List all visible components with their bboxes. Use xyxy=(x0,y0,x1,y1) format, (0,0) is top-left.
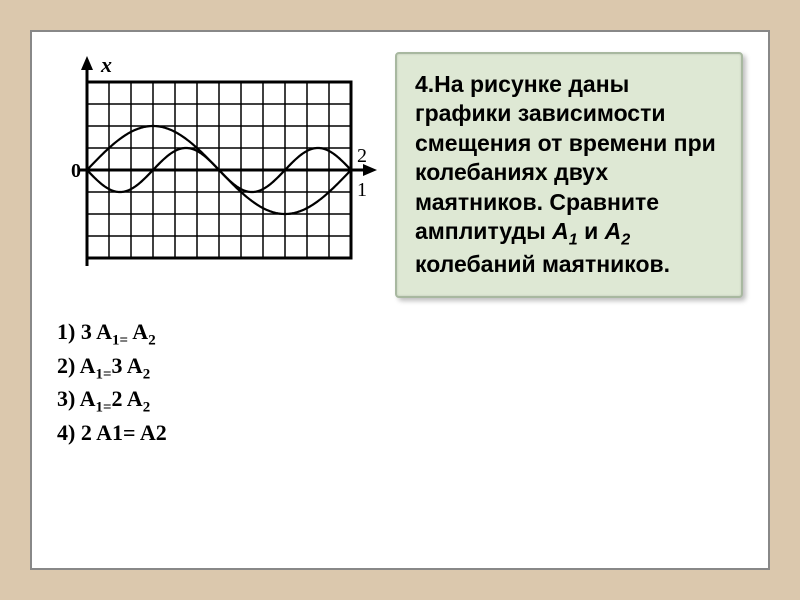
answer-4-num: 4) xyxy=(57,420,81,445)
answer-1-text: 3 A1= A2 xyxy=(81,319,156,344)
answer-2-text: A1=3 A2 xyxy=(80,353,151,378)
content-area: x 0 1 2 1) 3 A1= A2 2) A1=3 A2 3) A1=2 A2 4… xyxy=(57,52,743,447)
answer-3-text: A1=2 A2 xyxy=(80,386,151,411)
answer-3-num: 3) xyxy=(57,386,80,411)
svg-text:1: 1 xyxy=(357,179,367,201)
slide-page: x 0 1 2 1) 3 A1= A2 2) A1=3 A2 3) A1=2 A2 4… xyxy=(30,30,770,570)
left-column: x 0 1 2 1) 3 A1= A2 2) A1=3 A2 3) A1=2 A2 4… xyxy=(57,52,377,447)
answer-1: 1) 3 A1= A2 xyxy=(57,317,377,351)
answer-options: 1) 3 A1= A2 2) A1=3 A2 3) A1=2 A2 4) 2 A… xyxy=(57,317,377,447)
svg-text:x: x xyxy=(100,52,112,77)
svg-text:0: 0 xyxy=(71,160,81,182)
answer-4-text: 2 A1= A2 xyxy=(81,420,167,445)
answer-2: 2) A1=3 A2 xyxy=(57,351,377,385)
oscillation-chart: x 0 1 2 xyxy=(57,52,377,272)
answer-2-num: 2) xyxy=(57,353,80,378)
answer-4: 4) 2 A1= A2 xyxy=(57,418,377,448)
answer-1-num: 1) xyxy=(57,319,81,344)
svg-text:2: 2 xyxy=(357,145,367,167)
question-panel: 4.На рисунке даны графики зависимости см… xyxy=(395,52,743,298)
answer-3: 3) A1=2 A2 xyxy=(57,384,377,418)
question-text: 4.На рисунке даны графики зависимости см… xyxy=(415,70,723,280)
